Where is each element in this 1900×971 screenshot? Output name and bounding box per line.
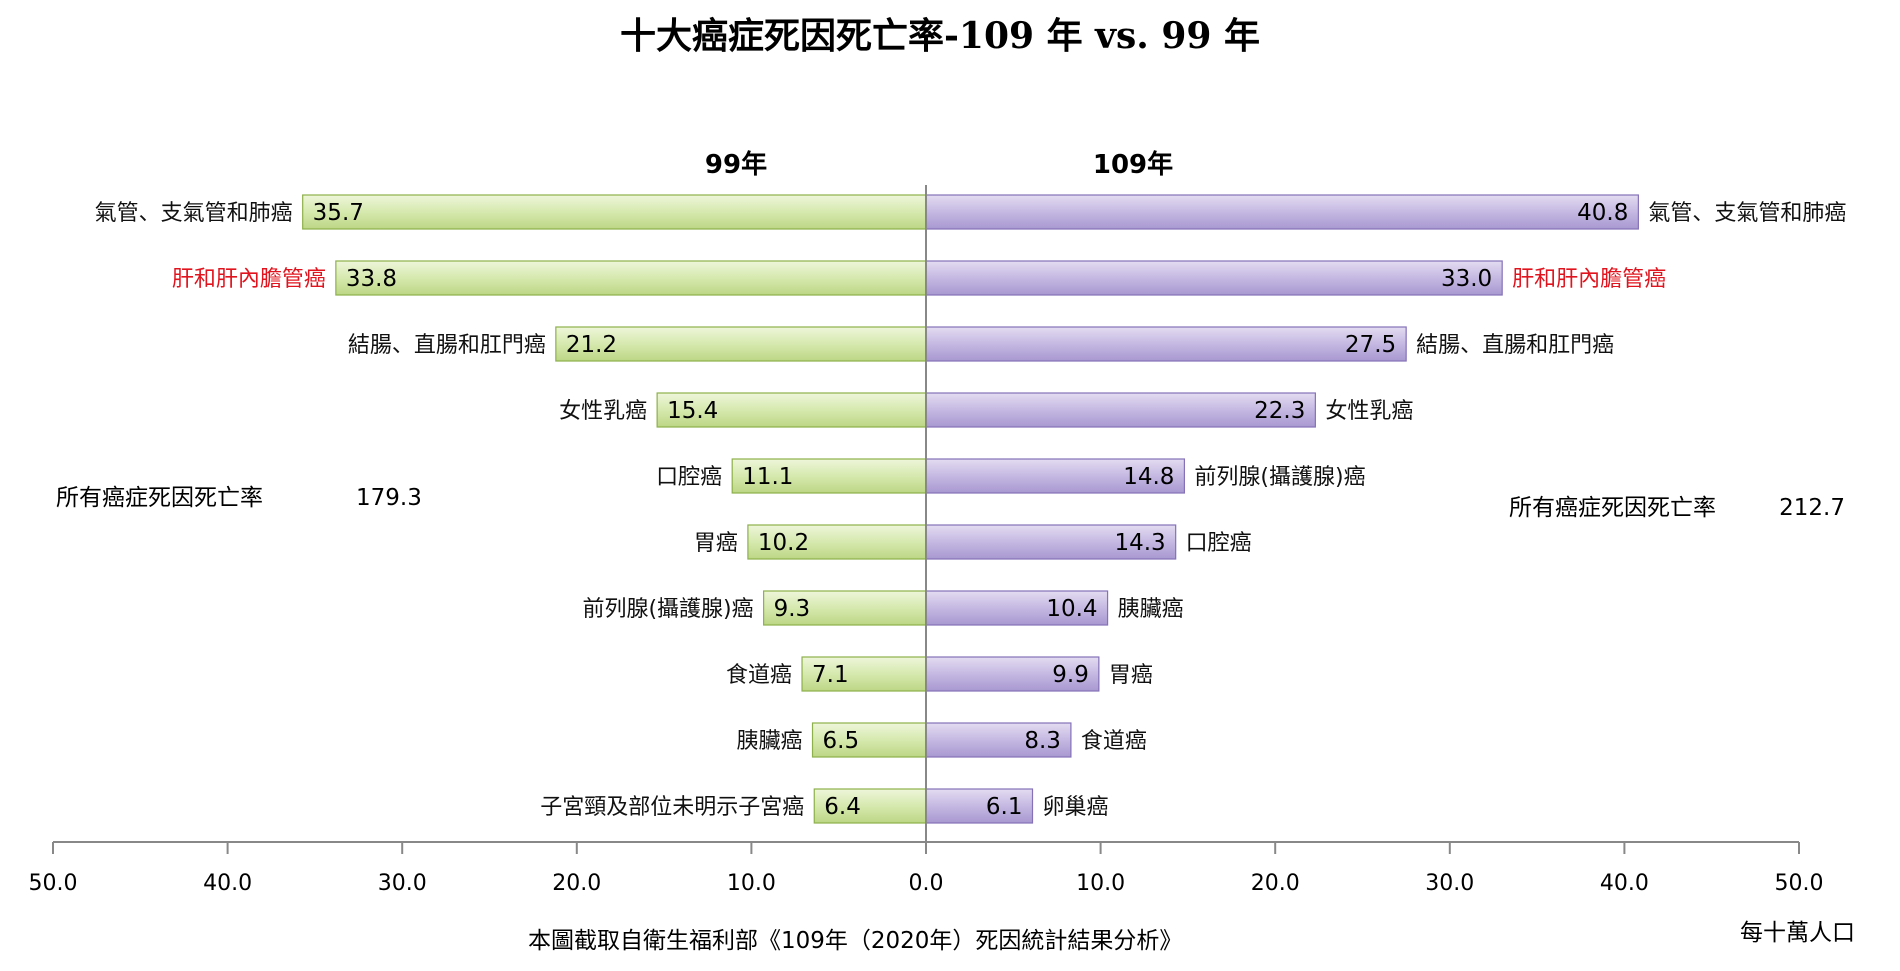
right-category-label: 前列腺(攝護腺)癌 xyxy=(1194,465,1365,490)
right-bar xyxy=(925,656,1100,692)
x-tick-label: 40.0 xyxy=(203,871,252,896)
left-category-label: 肝和肝內膽管癌 xyxy=(172,267,326,292)
left-category-label: 前列腺(攝護腺)癌 xyxy=(582,597,753,622)
left-bar-value: 10.2 xyxy=(758,530,809,556)
left-category-label: 胰臟癌 xyxy=(736,729,802,754)
left-bar xyxy=(302,194,927,230)
right-bar-value: 6.1 xyxy=(986,794,1023,820)
left-bar-value: 6.5 xyxy=(823,728,860,754)
left-bar-value: 35.7 xyxy=(313,200,364,226)
left-category-label: 胃癌 xyxy=(694,531,738,556)
right-bar-value: 40.8 xyxy=(1577,200,1628,226)
right-bar xyxy=(925,788,1034,824)
right-category-label: 結腸、直腸和肛門癌 xyxy=(1416,333,1614,358)
left-category-label: 女性乳癌 xyxy=(559,399,647,424)
x-tick-label: 40.0 xyxy=(1600,871,1649,896)
x-tick-label: 50.0 xyxy=(1775,871,1824,896)
left-bar xyxy=(811,722,927,758)
left-category-label: 氣管、支氣管和肺癌 xyxy=(95,201,293,226)
right-category-label: 氣管、支氣管和肺癌 xyxy=(1648,201,1846,226)
right-bar-value: 8.3 xyxy=(1024,728,1061,754)
x-tick-label: 50.0 xyxy=(29,871,78,896)
right-bar-value: 10.4 xyxy=(1046,596,1097,622)
right-category-label: 肝和肝內膽管癌 xyxy=(1512,267,1666,292)
unit-label: 每十萬人口 xyxy=(1740,920,1855,946)
right-category-label: 食道癌 xyxy=(1081,729,1147,754)
x-tick-label: 20.0 xyxy=(1251,871,1300,896)
left-bar xyxy=(656,392,927,428)
right-series-header: 109年 xyxy=(1093,149,1173,180)
right-bar-value: 14.3 xyxy=(1114,530,1165,556)
x-tick-label: 10.0 xyxy=(727,871,776,896)
left-total-value: 179.3 xyxy=(356,485,422,511)
left-bar xyxy=(801,656,927,692)
x-tick-label: 30.0 xyxy=(1425,871,1474,896)
right-bar xyxy=(925,194,1639,230)
left-bar-value: 6.4 xyxy=(824,794,861,820)
x-tick-label: 10.0 xyxy=(1076,871,1125,896)
right-category-label: 胰臟癌 xyxy=(1118,597,1184,622)
left-category-label: 食道癌 xyxy=(726,663,792,688)
left-bar xyxy=(763,590,927,626)
right-total-value: 212.7 xyxy=(1779,495,1845,521)
left-bar xyxy=(813,788,927,824)
left-series-header: 99年 xyxy=(705,149,767,180)
x-tick-label: 0.0 xyxy=(909,871,944,896)
x-tick-label: 20.0 xyxy=(552,871,601,896)
left-category-label: 結腸、直腸和肛門癌 xyxy=(348,333,546,358)
right-bar xyxy=(925,524,1177,560)
chart-title: 十大癌症死因死亡率-109 年 vs. 99 年 xyxy=(620,15,1260,57)
left-bar xyxy=(555,326,927,362)
source-note: 本圖截取自衛生福利部《109年（2020年）死因統計結果分析》 xyxy=(528,928,1182,954)
right-bar-value: 22.3 xyxy=(1254,398,1305,424)
right-category-label: 口腔癌 xyxy=(1186,531,1252,556)
left-bar xyxy=(731,458,927,494)
x-tick-label: 30.0 xyxy=(378,871,427,896)
right-category-label: 女性乳癌 xyxy=(1325,399,1413,424)
right-bar xyxy=(925,590,1109,626)
right-bar xyxy=(925,458,1186,494)
right-bar xyxy=(925,722,1072,758)
left-category-label: 口腔癌 xyxy=(656,465,722,490)
left-bar-value: 7.1 xyxy=(812,662,849,688)
right-category-label: 胃癌 xyxy=(1109,663,1153,688)
left-bar-value: 15.4 xyxy=(667,398,718,424)
left-bar-value: 11.1 xyxy=(742,464,793,490)
right-bar-value: 33.0 xyxy=(1441,266,1492,292)
left-category-label: 子宮頸及部位未明示子宮癌 xyxy=(540,795,804,820)
right-bar xyxy=(925,326,1407,362)
right-total-label: 所有癌症死因死亡率 xyxy=(1509,495,1716,521)
left-bar-value: 9.3 xyxy=(774,596,811,622)
left-bar-value: 33.8 xyxy=(346,266,397,292)
left-bar-value: 21.2 xyxy=(566,332,617,358)
right-bar-value: 14.8 xyxy=(1123,464,1174,490)
left-total-label: 所有癌症死因死亡率 xyxy=(56,485,263,511)
right-bar-value: 27.5 xyxy=(1345,332,1396,358)
right-bar-value: 9.9 xyxy=(1052,662,1089,688)
left-bar xyxy=(335,260,927,296)
right-category-label: 卵巢癌 xyxy=(1043,795,1109,820)
right-bar xyxy=(925,260,1503,296)
